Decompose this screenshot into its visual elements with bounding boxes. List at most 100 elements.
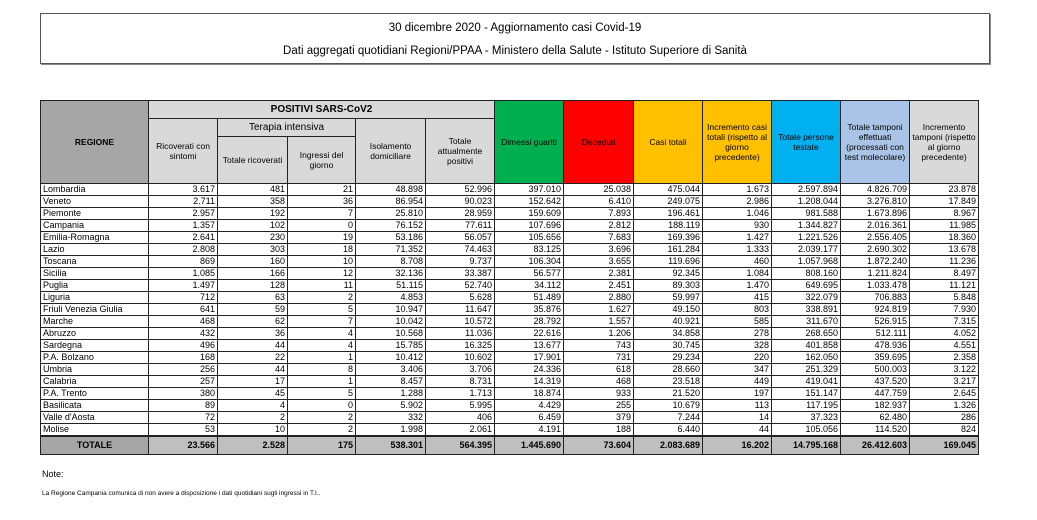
value-cell: 8.708 [355,255,426,268]
value-cell: 251.329 [771,363,841,376]
value-cell: 30.745 [633,339,703,352]
value-cell: 90.023 [425,195,495,208]
value-cell: 1.333 [702,243,772,256]
value-cell: 5.902 [355,399,426,412]
value-cell: 2.986 [702,195,772,208]
value-cell: 151.147 [771,387,841,400]
region-cell: Marche [40,315,149,328]
value-cell: 924.819 [840,303,910,316]
value-cell: 220 [702,351,772,364]
value-cell: 105.656 [494,231,564,244]
value-cell: 3.655 [563,255,634,268]
value-cell: 1.673 [702,183,772,196]
region-cell: Calabria [40,375,149,388]
value-cell: 4 [217,399,288,412]
table-row: Calabria 257 17 1 8.457 8.731 14.319 468 23.518 4… [40,375,979,388]
table-row: Basilicata 89 4 0 5.902 5.995 4.429 255 10.679 11… [40,399,979,412]
value-cell: 77.611 [425,219,495,232]
report-subtitle: Dati aggregati quotidiani Regioni/PPAA -… [283,45,747,57]
region-cell: Liguria [40,291,149,304]
value-cell: 11 [287,279,356,292]
value-cell: 397.010 [494,183,564,196]
header-positivi: POSITIVI SARS-CoV2 [148,100,495,119]
table-row: Molise 53 10 2 1.998 2.061 4.191 188 6.440 44 105.… [40,423,979,437]
value-cell: 415 [702,291,772,304]
value-cell: 159.609 [494,207,564,220]
value-cell: 45 [217,387,288,400]
value-cell: 869 [148,255,218,268]
value-cell: 105.056 [771,423,841,437]
value-cell: 7.893 [563,207,634,220]
value-cell: 468 [148,315,218,328]
value-cell: 1.084 [702,267,772,280]
value-cell: 44 [217,363,288,376]
value-cell: 22.616 [494,327,564,340]
value-cell: 196.461 [633,207,703,220]
value-cell: 449 [702,375,772,388]
value-cell: 10.947 [355,303,426,316]
value-cell: 10.602 [425,351,495,364]
value-cell: 114.520 [840,423,910,437]
value-cell: 113 [702,399,772,412]
value-cell: 192 [217,207,288,220]
header-persone-testate: Totale persone testate [771,100,841,184]
table-row: Sardegna 496 44 4 15.785 16.325 13.677 743 30.74… [40,339,979,352]
value-cell: 419.041 [771,375,841,388]
value-cell: 166 [217,267,288,280]
value-cell: 332 [355,411,426,424]
value-cell: 6.459 [494,411,564,424]
value-cell: 4.551 [909,339,979,352]
value-cell: 3.406 [355,363,426,376]
value-cell: 803 [702,303,772,316]
table-row: Sicilia 1.085 166 12 32.136 33.387 56.577 2.381… [40,267,979,280]
value-cell: 2.690.302 [840,243,910,256]
value-cell: 11.121 [909,279,979,292]
header-isolamento: Isolamento domiciliare [355,118,426,184]
table-row: Umbria 256 44 8 3.406 3.706 24.336 618 28.660 347… [40,363,979,376]
value-cell: 83.125 [494,243,564,256]
value-cell: 1.445.690 [494,435,564,455]
table-row: Liguria 712 63 2 4.853 5.628 51.489 2.880 59.997… [40,291,979,304]
value-cell: 2.358 [909,351,979,364]
value-cell: 51.115 [355,279,426,292]
value-cell: 1.627 [563,303,634,316]
value-cell: 3.276.810 [840,195,910,208]
value-cell: 641 [148,303,218,316]
value-cell: 358 [217,195,288,208]
value-cell: 62 [217,315,288,328]
value-cell: 328 [702,339,772,352]
value-cell: 18.360 [909,231,979,244]
value-cell: 11.236 [909,255,979,268]
value-cell: 63 [217,291,288,304]
report-title: 30 dicembre 2020 - Aggiornamento casi Co… [388,22,642,34]
value-cell: 5 [287,387,356,400]
value-cell: 10.042 [355,315,426,328]
value-cell: 2 [287,423,356,437]
header-incremento-casi: Incremento casi totali (rispetto al gior… [702,100,772,184]
table-row: Puglia 1.497 128 11 51.115 52.740 34.112 2.451 8… [40,279,979,292]
value-cell: 4.191 [494,423,564,437]
value-cell: 8.731 [425,375,495,388]
value-cell: 72 [148,411,218,424]
value-cell: 53.186 [355,231,426,244]
value-cell: 18 [287,243,356,256]
table-row: Campania 1.357 102 0 76.152 77.611 107.696 2.81… [40,219,979,232]
value-cell: 3.706 [425,363,495,376]
header-terapia-intensiva: Terapia intensiva [217,118,356,137]
value-cell: 933 [563,387,634,400]
value-cell: 1.046 [702,207,772,220]
value-cell: 4 [287,339,356,352]
value-cell: 460 [702,255,772,268]
value-cell: 512.111 [840,327,910,340]
header-dimessi: Dimessi guariti [494,100,564,184]
value-cell: 14.319 [494,375,564,388]
value-cell: 22 [217,351,288,364]
value-cell: 1.872.240 [840,255,910,268]
header-totale-ricoverati: Totale ricoverati [217,136,288,184]
note-text: La Regione Campania comunica di non aver… [42,490,321,497]
value-cell: 168 [148,351,218,364]
value-cell: 478.936 [840,339,910,352]
table-row: Lombardia 3.617 481 21 48.898 52.996 397.010 25… [40,183,979,196]
value-cell: 2.808 [148,243,218,256]
value-cell: 23.566 [148,435,218,455]
